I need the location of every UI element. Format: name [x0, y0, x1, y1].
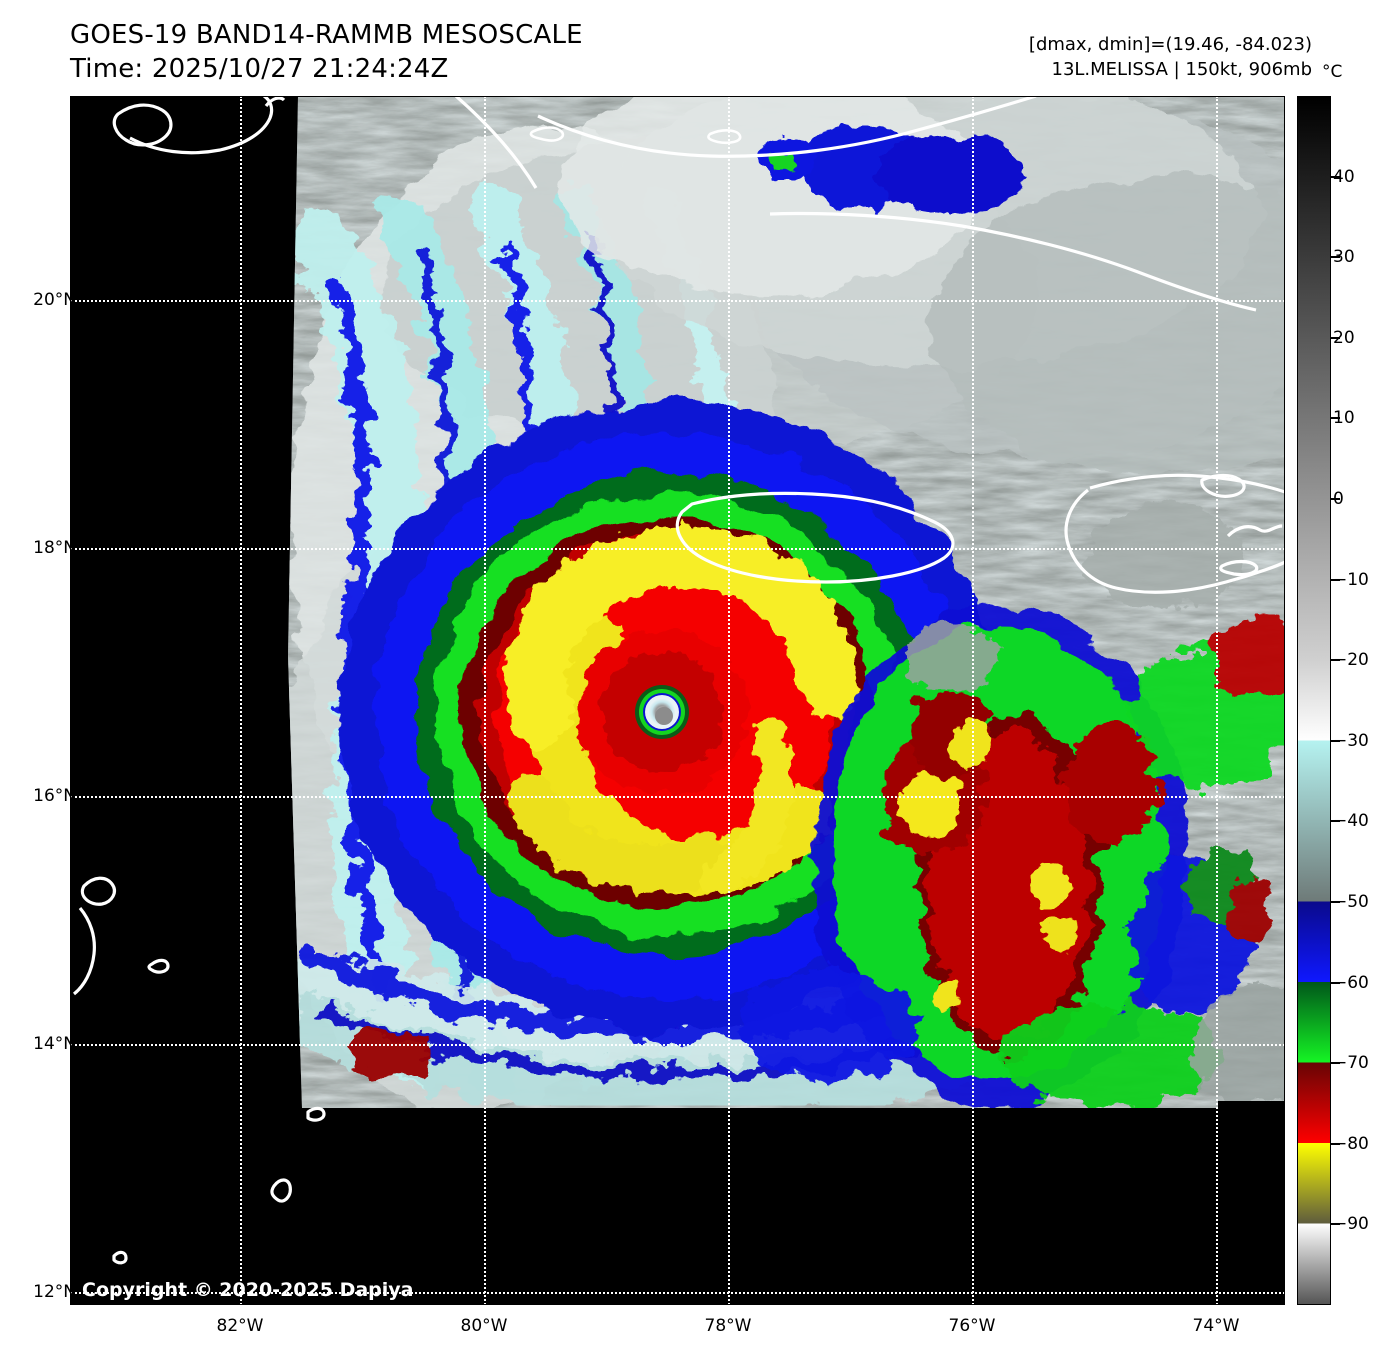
colorbar-tickmark-neg70 [1331, 1062, 1340, 1065]
colorbar-tick-neg90: −90 [1333, 1214, 1369, 1235]
temperature-colorbar [1297, 96, 1331, 1305]
lon-tick-82w: 82°W [216, 1316, 264, 1336]
colorbar-tick-10: 10 [1333, 408, 1355, 429]
colorbar-gradient [1298, 97, 1330, 1304]
lat-tick-12n: 12°N [33, 1282, 76, 1302]
colorbar-tickmark-neg10 [1331, 578, 1340, 581]
timestamp-line: Time: 2025/10/27 21:24:24Z [70, 54, 449, 84]
colorbar-tick-neg40: −40 [1333, 811, 1369, 832]
colorbar-tick-neg10: −10 [1333, 569, 1369, 590]
colorbar-tick-40: 40 [1333, 166, 1355, 187]
dmax-dmin-label: [dmax, dmin]=(19.46, -84.023) [1028, 34, 1312, 55]
lon-tick-78w: 78°W [704, 1316, 752, 1336]
colorbar-tick-neg60: −60 [1333, 972, 1369, 993]
colorbar-tick-neg80: −80 [1333, 1133, 1369, 1154]
colorbar-tickmark-neg90 [1331, 1223, 1340, 1226]
colorbar-tick-neg20: −20 [1333, 650, 1369, 671]
colorbar-tick-neg30: −30 [1333, 730, 1369, 751]
gridline-lon-74 [1216, 96, 1218, 1305]
gridline-lat-18 [70, 548, 1285, 550]
title-block: GOES-19 BAND14-RAMMB MESOSCALE Time: 202… [70, 18, 583, 86]
lon-tick-80w: 80°W [460, 1316, 508, 1336]
colorbar-unit-label: °C [1322, 62, 1343, 82]
colorbar-tickmark-20 [1331, 336, 1340, 339]
colorbar-tickmark-10 [1331, 417, 1340, 420]
colorbar-tickmark-0 [1331, 498, 1340, 500]
lon-tick-74w: 74°W [1192, 1316, 1240, 1336]
colorbar-tickmark-neg50 [1331, 901, 1340, 903]
gridline-lon-76 [972, 96, 974, 1305]
colorbar-tickmark-neg60 [1331, 981, 1340, 984]
satellite-imagery [70, 96, 1285, 1305]
gridline-lat-14 [70, 1044, 1285, 1046]
colorbar-tickmark-40 [1331, 175, 1340, 178]
colorbar-tick-neg70: −70 [1333, 1053, 1369, 1074]
colorbar-tick-neg50: −50 [1333, 892, 1369, 912]
gridline-lon-82 [240, 96, 242, 1305]
page-title: GOES-19 BAND14-RAMMB MESOSCALE [70, 20, 583, 50]
lat-tick-16n: 16°N [33, 786, 76, 806]
colorbar-tick-20: 20 [1333, 327, 1355, 348]
satellite-image-plot: Copyright © 2020-2025 Dapiya [70, 96, 1285, 1305]
gridline-lat-12 [70, 1292, 1285, 1294]
copyright-label: Copyright © 2020-2025 Dapiya [82, 1279, 414, 1301]
gridline-lon-80 [484, 96, 486, 1305]
colorbar-tickmark-neg20 [1331, 659, 1340, 662]
gridline-lon-78 [728, 96, 730, 1305]
metadata-block: [dmax, dmin]=(19.46, -84.023) 13L.MELISS… [1029, 32, 1312, 82]
lon-tick-76w: 76°W [948, 1316, 996, 1336]
gridline-lat-20 [70, 300, 1285, 302]
colorbar-tick-30: 30 [1333, 247, 1355, 268]
colorbar-tickmark-neg40 [1331, 820, 1340, 823]
colorbar-tickmark-30 [1331, 256, 1340, 259]
lat-tick-18n: 18°N [33, 538, 76, 558]
storm-info-label: 13L.MELISSA | 150kt, 906mb [1051, 59, 1313, 80]
lat-tick-14n: 14°N [33, 1034, 76, 1054]
lat-tick-20n: 20°N [33, 290, 76, 310]
colorbar-tickmark-neg80 [1331, 1142, 1340, 1145]
colorbar-tickmark-neg30 [1331, 739, 1340, 742]
gridline-lat-16 [70, 796, 1285, 798]
